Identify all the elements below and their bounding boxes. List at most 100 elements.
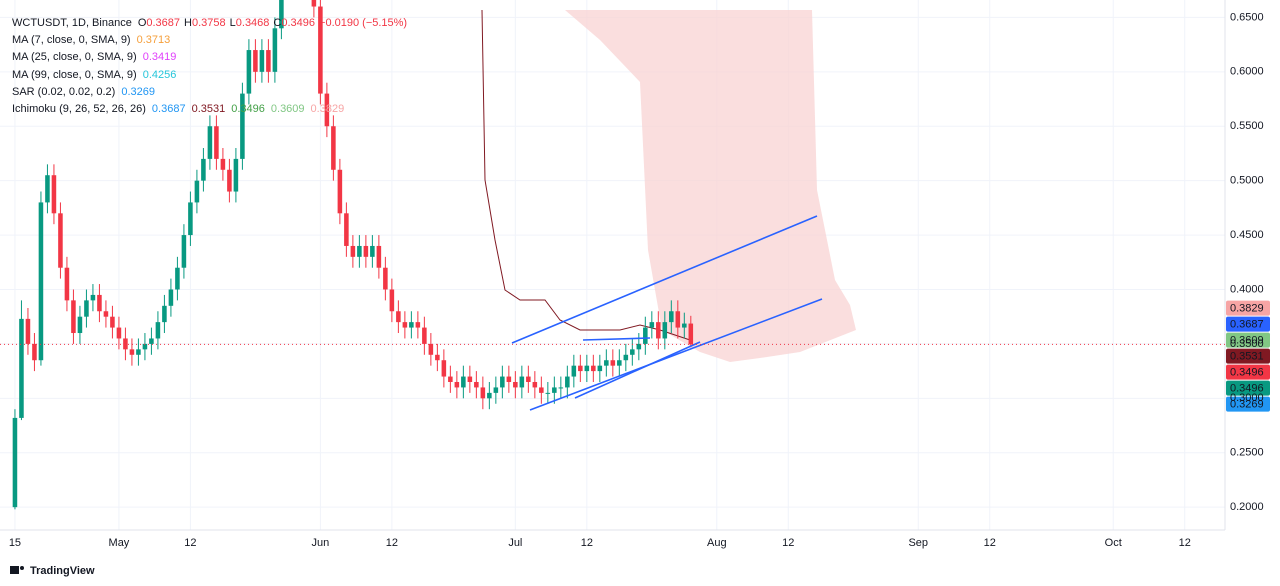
candle-body [279,0,284,29]
indicator-value: 0.3496 [231,103,265,116]
price-tag-label: 0.3496 [1230,383,1264,395]
candle-body [578,365,583,372]
candle-body [675,311,681,328]
candle-body [649,322,655,328]
candle-body [45,175,50,203]
price-tag [1226,364,1270,380]
candle-body [142,343,148,350]
indicator-value: 0.3609 [270,103,305,116]
candle-body [240,93,245,159]
x-tick-label: Aug [707,537,727,549]
candle-body [500,376,505,388]
candle-body [363,245,369,257]
price-tag-label: 0.3531 [1230,351,1264,363]
candle-body [389,289,395,312]
x-tick-label: Oct [1105,537,1122,549]
x-tick-label: May [109,537,130,549]
price-tag [1226,348,1270,364]
candle-body [233,158,239,192]
candle-body [656,322,661,339]
candle-body [116,327,122,339]
candle-body [623,354,629,361]
candle-body [201,158,206,181]
logo [10,566,19,574]
candle-body [552,387,557,393]
price-tag-label: 0.3829 [1230,303,1264,315]
candle-body [461,376,466,388]
price-tag-label: 0.3269 [1230,399,1264,411]
price-tag-label: 0.3687 [1230,319,1264,331]
candle-body [149,338,154,344]
ichimoku-base-line [481,9,691,341]
candle-body [64,267,70,301]
price-tag [1226,316,1270,332]
candle-body [103,311,109,317]
candle-body [71,300,76,334]
price-tags: 0.3829 0.3687 0.3609 0.3531 0.3496 0.3496 0.32… [1226,300,1270,412]
ohlc-item: L0.3468 [230,17,270,29]
candle-body [168,289,174,306]
candle-body [636,343,642,350]
symbol: WCTUSDT, 1D, Binance [12,17,132,29]
candle-body [454,381,460,388]
candles [12,0,694,510]
candle-body [188,202,193,236]
candle-body [123,338,128,350]
y-tick-label: 0.5000 [1230,175,1264,187]
candle-body [266,50,271,72]
candle-body [383,267,388,290]
candle-body [194,180,200,203]
candle-body [110,316,115,328]
channel-lower [529,298,823,411]
candle-body [12,417,18,508]
candle-body [357,245,362,257]
candle-body [155,322,161,339]
y-tick-label: 0.6500 [1230,11,1264,23]
ohlc-item: O0.3687 [138,17,180,29]
logo [20,566,24,570]
candle-body [539,387,544,393]
candle-body [376,245,382,268]
indicator-value: 0.3419 [142,51,177,64]
y-tick-label: 0.4000 [1230,283,1264,295]
candle-body [480,387,486,399]
ohlc-key: L [229,17,236,29]
candle-body [409,322,414,328]
candle-body [220,158,226,170]
candle-body [422,327,427,344]
price-tag [1226,300,1270,316]
candle-body [571,365,577,377]
candle-body [474,381,479,388]
candle-body [396,311,401,323]
candle-body [32,343,37,361]
ohlc-item: H0.3758 [184,17,226,29]
candle-body [519,376,525,388]
candle-body [532,381,538,388]
candle-body [558,387,564,389]
x-tick-label: Jul [508,537,522,549]
candle-body [84,300,89,317]
candle-body [662,322,668,339]
candle-body [324,93,330,127]
candle-body [513,381,518,388]
candle-body [565,376,570,388]
price-tag [1226,380,1270,396]
candle-body [591,365,596,372]
candle-body [162,305,167,323]
candle-body [181,235,187,268]
ohlc-key: H [184,17,192,29]
candle-body [259,50,265,72]
indicator-value: 0.3687 [151,103,186,116]
candle-body [370,245,375,257]
candle-body [90,294,96,301]
indicator-value: 0.4256 [142,68,177,81]
candle-body [136,349,141,355]
indicator-name: MA (99, close, 0, SMA, 9) [12,68,137,81]
change: −0.0190 (−5.15%) [319,17,408,29]
x-tick-label: 12 [984,537,996,549]
ohlc-item: C0.3496 [273,17,315,29]
candle-body [129,349,135,355]
brand-name: TradingView [30,565,95,577]
price-tag-label: 0.3609 [1230,335,1264,347]
